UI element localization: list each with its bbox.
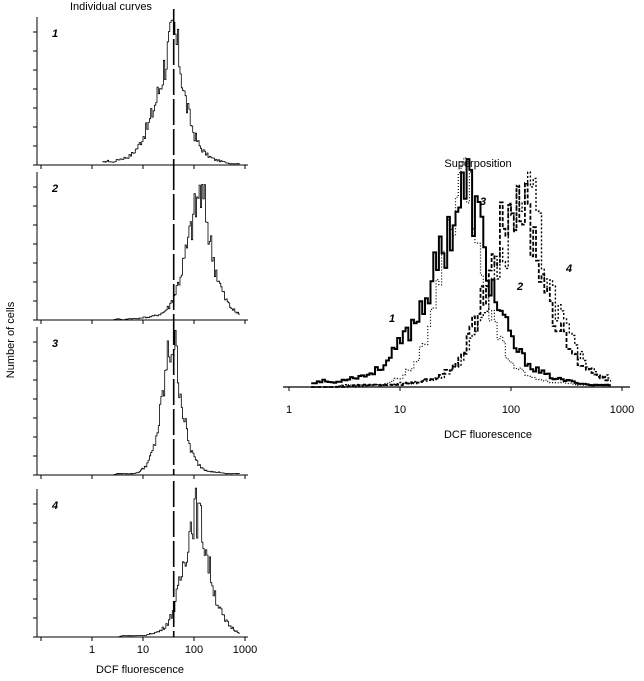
super-curve-label-3: 3 xyxy=(480,196,486,208)
left-x-tick-label: 10 xyxy=(137,644,149,656)
super-curve-1 xyxy=(311,158,611,387)
super-curve-3 xyxy=(311,157,611,388)
individual-title: Individual curves xyxy=(70,1,152,13)
super-curve-4 xyxy=(311,182,611,388)
curve-panel-3 xyxy=(102,330,240,476)
super-x-tick-label: 1000 xyxy=(610,404,634,416)
panel-number-4: 4 xyxy=(51,500,58,512)
super-curve-label-1: 1 xyxy=(389,313,395,325)
super-curve-label-2: 2 xyxy=(516,281,523,293)
right-x-axis-label: DCF fluorescence xyxy=(444,429,532,441)
y-axis-label: Number of cells xyxy=(5,301,17,378)
panel-number-3: 3 xyxy=(52,338,58,350)
left-x-axis-label: DCF fluorescence xyxy=(96,664,184,676)
super-x-tick-label: 10 xyxy=(394,404,406,416)
superposition-title: Superposition xyxy=(444,158,511,170)
curve-panel-4 xyxy=(102,487,240,638)
super-curve-label-4: 4 xyxy=(565,263,572,275)
panel-number-2: 2 xyxy=(51,183,58,195)
left-x-tick-label: 1000 xyxy=(233,644,257,656)
super-x-tick-label: 1 xyxy=(286,404,292,416)
curve-panel-1 xyxy=(102,19,240,165)
super-x-tick-label: 100 xyxy=(502,404,520,416)
panel-number-1: 1 xyxy=(52,28,58,40)
curve-panel-2 xyxy=(102,184,240,321)
left-x-tick-label: 1 xyxy=(89,644,95,656)
left-x-tick-label: 100 xyxy=(185,644,203,656)
